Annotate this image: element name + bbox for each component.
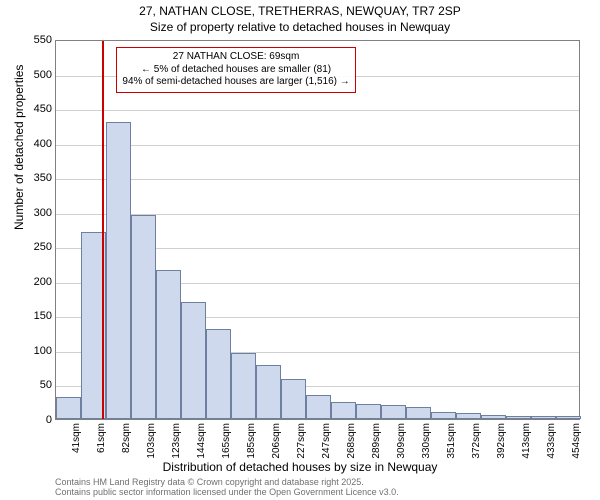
x-tick: 41sqm xyxy=(71,423,82,453)
histogram-bar xyxy=(106,122,131,419)
x-tick: 413sqm xyxy=(521,423,532,459)
title-address: 27, NATHAN CLOSE, TRETHERRAS, NEWQUAY, T… xyxy=(0,4,600,18)
x-tick: 123sqm xyxy=(171,423,182,459)
histogram-bar xyxy=(131,215,156,419)
y-tick: 200 xyxy=(30,276,52,288)
histogram-bar xyxy=(56,397,81,419)
x-tick: 309sqm xyxy=(396,423,407,459)
x-tick: 268sqm xyxy=(346,423,357,459)
histogram-bar xyxy=(406,407,431,419)
x-tick: 247sqm xyxy=(321,423,332,459)
y-tick: 400 xyxy=(30,138,52,150)
x-tick: 103sqm xyxy=(146,423,157,459)
attribution-line1: Contains HM Land Registry data © Crown c… xyxy=(55,477,399,487)
histogram-bar xyxy=(156,270,181,419)
y-tick: 250 xyxy=(30,241,52,253)
histogram-bar xyxy=(281,379,306,419)
x-tick: 82sqm xyxy=(121,423,132,453)
histogram-bar xyxy=(306,395,331,419)
y-tick: 550 xyxy=(30,34,52,46)
histogram-bar xyxy=(181,302,206,419)
x-tick: 392sqm xyxy=(496,423,507,459)
x-tick: 227sqm xyxy=(296,423,307,459)
x-tick: 372sqm xyxy=(471,423,482,459)
histogram-bar xyxy=(431,412,456,419)
annotation-line1: 27 NATHAN CLOSE: 69sqm xyxy=(122,51,349,64)
y-tick: 450 xyxy=(30,103,52,115)
x-tick: 61sqm xyxy=(96,423,107,453)
histogram-bar xyxy=(256,365,281,419)
x-tick: 433sqm xyxy=(546,423,557,459)
x-axis-label: Distribution of detached houses by size … xyxy=(0,460,600,474)
x-tick: 165sqm xyxy=(221,423,232,459)
annotation-line2: ← 5% of detached houses are smaller (81) xyxy=(122,64,349,77)
y-tick: 50 xyxy=(30,379,52,391)
title-subtitle: Size of property relative to detached ho… xyxy=(0,20,600,34)
x-tick: 206sqm xyxy=(271,423,282,459)
y-tick: 350 xyxy=(30,172,52,184)
histogram-bar xyxy=(231,353,256,419)
chart-container: 27, NATHAN CLOSE, TRETHERRAS, NEWQUAY, T… xyxy=(0,0,600,500)
x-tick: 351sqm xyxy=(446,423,457,459)
x-tick: 185sqm xyxy=(246,423,257,459)
x-tick: 144sqm xyxy=(196,423,207,459)
histogram-bar xyxy=(506,416,531,419)
y-tick: 150 xyxy=(30,310,52,322)
y-tick: 0 xyxy=(30,414,52,426)
annotation-box: 27 NATHAN CLOSE: 69sqm← 5% of detached h… xyxy=(116,47,355,93)
histogram-bar xyxy=(531,416,556,419)
histogram-bar xyxy=(356,404,381,419)
histogram-bar xyxy=(481,415,506,419)
y-tick: 100 xyxy=(30,345,52,357)
plot-area: 27 NATHAN CLOSE: 69sqm← 5% of detached h… xyxy=(55,40,580,420)
x-tick: 289sqm xyxy=(371,423,382,459)
attribution: Contains HM Land Registry data © Crown c… xyxy=(55,477,399,498)
annotation-line3: 94% of semi-detached houses are larger (… xyxy=(122,76,349,89)
y-tick: 500 xyxy=(30,69,52,81)
histogram-bar xyxy=(331,402,356,419)
attribution-line2: Contains public sector information licen… xyxy=(55,487,399,497)
histogram-bar xyxy=(456,413,481,419)
histogram-bar xyxy=(206,329,231,419)
y-tick: 300 xyxy=(30,207,52,219)
subject-marker-line xyxy=(102,41,104,419)
x-tick: 330sqm xyxy=(421,423,432,459)
x-tick: 454sqm xyxy=(571,423,582,459)
histogram-bar xyxy=(556,416,581,419)
y-axis-label: Number of detached properties xyxy=(12,65,26,230)
histogram-bar xyxy=(381,405,406,419)
